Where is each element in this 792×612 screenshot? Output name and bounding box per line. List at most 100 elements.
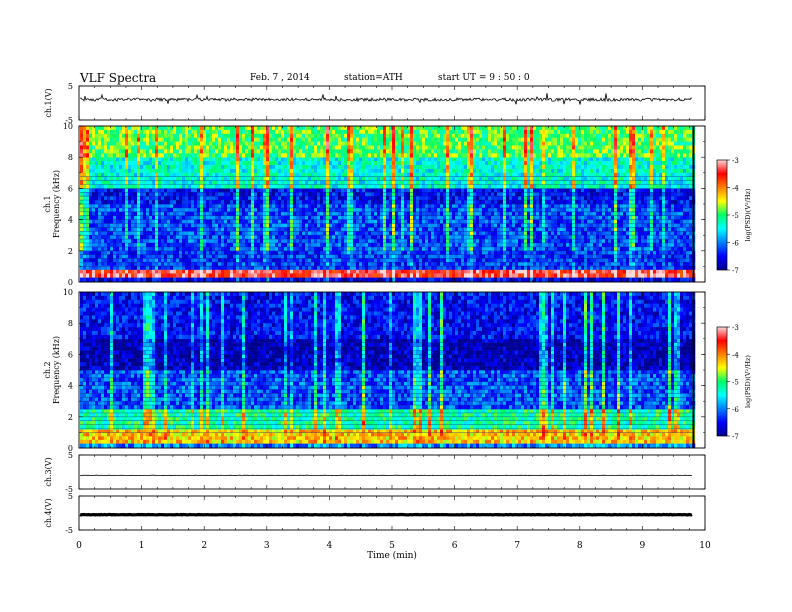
spectrogram-cell	[113, 126, 116, 130]
spectrogram-cell	[200, 239, 203, 243]
spectrogram-cell	[134, 227, 137, 231]
spectrogram-cell	[233, 224, 236, 228]
spectrogram-cell	[200, 146, 203, 150]
spectrogram-cell	[152, 138, 155, 142]
spectrogram-cell	[125, 138, 128, 142]
spectrogram-cell	[182, 204, 185, 208]
spectrogram-cell	[215, 243, 218, 247]
spectrogram-cell	[128, 239, 131, 243]
spectrogram-cell	[113, 181, 116, 185]
spectrogram-cell	[170, 227, 173, 231]
spectrogram-cell	[107, 138, 110, 142]
spectrogram-cell	[212, 220, 215, 224]
spectrogram-cell	[182, 243, 185, 247]
spectrogram-cell	[206, 142, 209, 146]
spectrogram-cell	[101, 126, 104, 130]
spectrogram-cell	[134, 146, 137, 150]
spectrogram-cell	[284, 247, 287, 251]
spectrogram-cell	[128, 185, 131, 189]
spectrogram-cell	[293, 273, 296, 277]
spectrogram-cell	[221, 126, 224, 130]
spectrogram-cell	[182, 200, 185, 204]
spectrogram-cell	[236, 220, 239, 224]
spectrogram-cell	[251, 208, 254, 212]
spectrogram-cell	[188, 149, 191, 153]
spectrogram-cell	[143, 231, 146, 235]
spectrogram-cell	[134, 255, 137, 259]
spectrogram-cell	[224, 239, 227, 243]
spectrogram-cell	[227, 231, 230, 235]
spectrogram-cell	[278, 165, 281, 169]
spectrogram-cell	[236, 239, 239, 243]
spectrogram-cell	[278, 239, 281, 243]
spectrogram-cell	[107, 185, 110, 189]
spectrogram-cell	[242, 126, 245, 130]
spectrogram-cell	[275, 270, 278, 274]
spectrogram-cell	[161, 243, 164, 247]
spectrogram-cell	[209, 157, 212, 161]
spectrogram-cell	[203, 181, 206, 185]
spectrogram-cell	[227, 243, 230, 247]
spectrogram-cell	[233, 231, 236, 235]
spectrogram-cell	[86, 146, 89, 150]
spectrogram-cell	[263, 220, 266, 224]
spectrogram-cell	[278, 153, 281, 157]
spectrogram-cell	[260, 251, 263, 255]
spectrogram-cell	[212, 204, 215, 208]
spectrogram-cell	[185, 255, 188, 259]
spectrogram-cell	[197, 247, 200, 251]
spectrogram-cell	[281, 134, 284, 138]
spectrogram-cell	[230, 239, 233, 243]
spectrogram-cell	[215, 251, 218, 255]
spectrogram-cell	[266, 142, 269, 146]
spectrogram-cell	[197, 255, 200, 259]
spectrogram-cell	[122, 188, 125, 192]
spectrogram-cell	[209, 200, 212, 204]
spectrogram-cell	[209, 149, 212, 153]
spectrogram-cell	[170, 134, 173, 138]
spectrogram-cell	[275, 231, 278, 235]
spectrogram-cell	[215, 216, 218, 220]
spectrogram-cell	[161, 185, 164, 189]
spectrogram-cell	[212, 200, 215, 204]
spectrogram-cell	[122, 196, 125, 200]
spectrogram-cell	[101, 251, 104, 255]
spectrogram-cell	[260, 231, 263, 235]
spectrogram-cell	[299, 161, 302, 165]
spectrogram-cell	[116, 169, 119, 173]
spectrogram-cell	[290, 138, 293, 142]
spectrogram-cell	[116, 157, 119, 161]
spectrogram-cell	[296, 173, 299, 177]
spectrogram-cell	[98, 165, 101, 169]
spectrogram-cell	[227, 165, 230, 169]
spectrogram-cell	[266, 216, 269, 220]
spectrogram-cell	[296, 177, 299, 181]
spectrogram-cell	[119, 270, 122, 274]
spectrogram-cell	[173, 196, 176, 200]
spectrogram-cell	[206, 235, 209, 239]
spectrogram-cell	[95, 247, 98, 251]
spectrogram-cell	[206, 200, 209, 204]
spectrogram-cell	[194, 130, 197, 134]
spectrogram-cell	[89, 247, 92, 251]
spectrogram-cell	[170, 224, 173, 228]
spectrogram-cell	[101, 138, 104, 142]
spectrogram-cell	[251, 126, 254, 130]
spectrogram-cell	[101, 247, 104, 251]
spectrogram-cell	[152, 146, 155, 150]
spectrogram-cell	[269, 204, 272, 208]
spectrogram-cell	[89, 270, 92, 274]
spectrogram-cell	[182, 251, 185, 255]
spectrogram-cell	[152, 185, 155, 189]
spectrogram-cell	[104, 239, 107, 243]
spectrogram-cell	[122, 173, 125, 177]
spectrogram-cell	[185, 212, 188, 216]
spectrogram-cell	[152, 200, 155, 204]
spectrogram-cell	[131, 196, 134, 200]
spectrogram-cell	[137, 142, 140, 146]
spectrogram-cell	[206, 134, 209, 138]
spectrogram-cell	[251, 243, 254, 247]
spectrogram-cell	[95, 134, 98, 138]
spectrogram-cell	[122, 224, 125, 228]
spectrogram-cell	[284, 149, 287, 153]
